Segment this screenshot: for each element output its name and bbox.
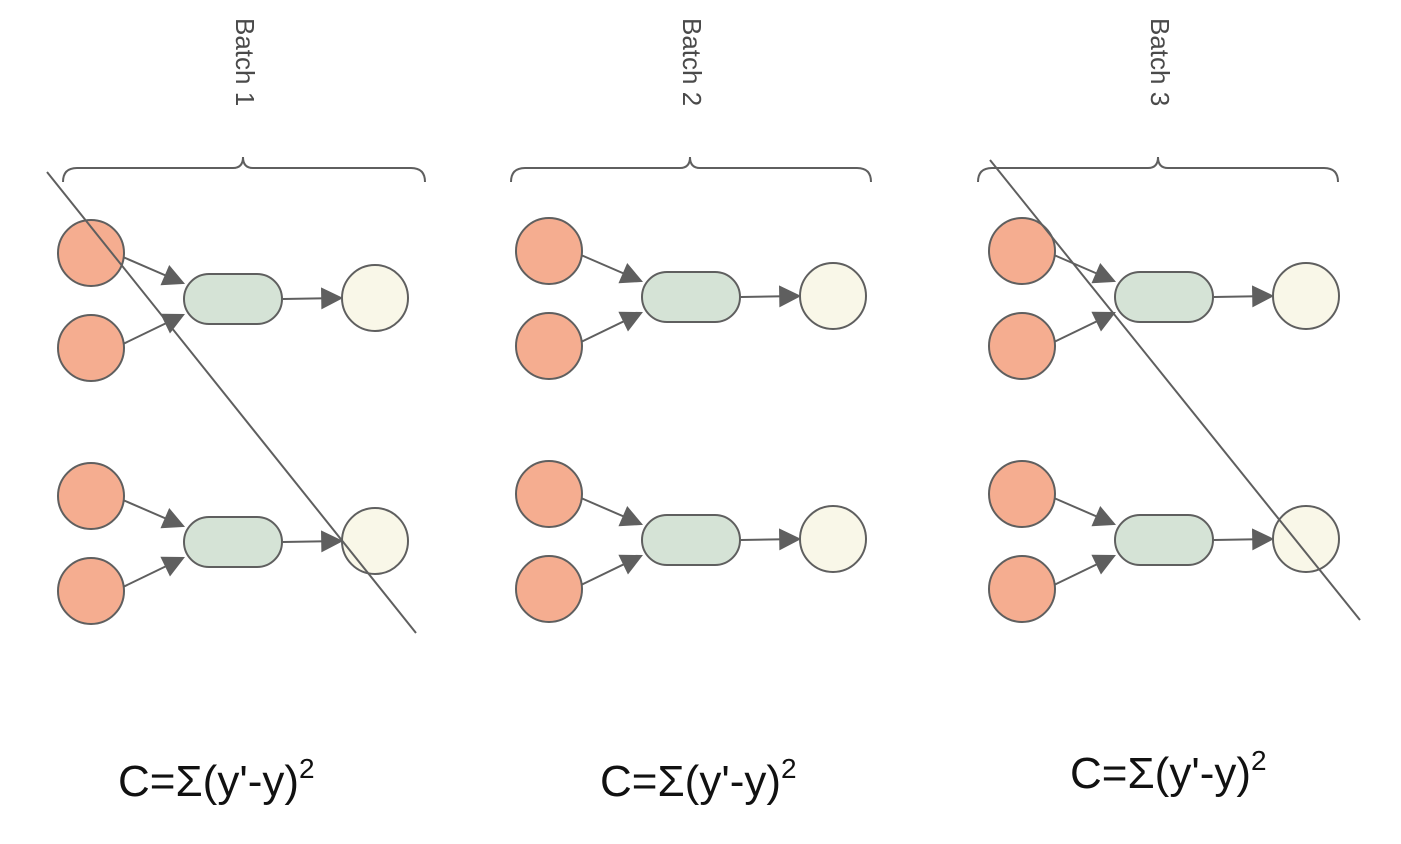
network-unit	[988, 460, 1340, 623]
input-node	[988, 312, 1056, 380]
network-unit	[988, 217, 1340, 380]
edge-arrow	[740, 285, 802, 308]
edge-arrow	[122, 556, 185, 588]
input-node	[57, 557, 125, 625]
input-node	[515, 555, 583, 623]
formula-main: C=Σ(y'-y)	[600, 757, 782, 806]
batch-2: Batch 2	[510, 18, 872, 623]
input-node	[988, 555, 1056, 623]
cost-formula: C=Σ(y'-y)2	[118, 755, 315, 804]
hidden-node	[183, 516, 283, 568]
edge-arrow	[580, 254, 644, 284]
edge-arrow	[282, 287, 344, 310]
edge-arrow	[580, 554, 643, 586]
hidden-node	[183, 273, 283, 325]
formula-main: C=Σ(y'-y)	[118, 757, 300, 806]
cost-formula: C=Σ(y'-y)2	[600, 755, 797, 804]
input-node	[515, 460, 583, 528]
batch-label: Batch 2	[677, 18, 707, 106]
batch-label: Batch 1	[230, 18, 260, 106]
edge-arrow	[580, 311, 643, 343]
output-node	[1272, 505, 1340, 573]
edge-arrow	[1053, 311, 1116, 343]
hidden-node	[641, 271, 741, 323]
output-node	[799, 262, 867, 330]
output-node	[341, 264, 409, 332]
network-unit	[57, 462, 409, 625]
edge-arrow	[1053, 254, 1117, 284]
edge-arrow	[1053, 554, 1116, 586]
edge-arrow	[1213, 285, 1275, 308]
output-node	[799, 505, 867, 573]
input-node	[57, 314, 125, 382]
edge-arrow	[122, 499, 186, 529]
batch-label: Batch 3	[1145, 18, 1175, 106]
formula-exponent: 2	[299, 753, 315, 784]
network-unit	[515, 460, 867, 623]
input-node	[988, 217, 1056, 285]
edge-arrow	[580, 497, 644, 527]
formula-main: C=Σ(y'-y)	[1070, 749, 1252, 798]
input-node	[515, 217, 583, 285]
input-node	[515, 312, 583, 380]
edge-arrow	[282, 530, 344, 553]
edge-arrow	[122, 313, 185, 345]
output-node	[341, 507, 409, 575]
cost-formula: C=Σ(y'-y)2	[1070, 747, 1267, 796]
edge-arrow	[1053, 497, 1117, 527]
batch-brace	[977, 156, 1339, 183]
batch-brace	[510, 156, 872, 183]
input-node	[57, 219, 125, 287]
formula-exponent: 2	[1251, 745, 1267, 776]
edge-arrow	[122, 256, 186, 286]
formula-exponent: 2	[781, 753, 797, 784]
input-node	[988, 460, 1056, 528]
network-unit	[57, 219, 409, 382]
hidden-node	[1114, 514, 1214, 566]
strike-through-line	[989, 159, 1361, 621]
edge-arrow	[1213, 528, 1275, 551]
batch-3: Batch 3	[977, 18, 1361, 623]
hidden-node	[1114, 271, 1214, 323]
output-node	[1272, 262, 1340, 330]
input-node	[57, 462, 125, 530]
strike-through-line	[46, 171, 417, 634]
hidden-node	[641, 514, 741, 566]
edge-arrow	[740, 528, 802, 551]
batch-1: Batch 1	[46, 18, 426, 634]
network-unit	[515, 217, 867, 380]
batch-brace	[62, 156, 426, 183]
